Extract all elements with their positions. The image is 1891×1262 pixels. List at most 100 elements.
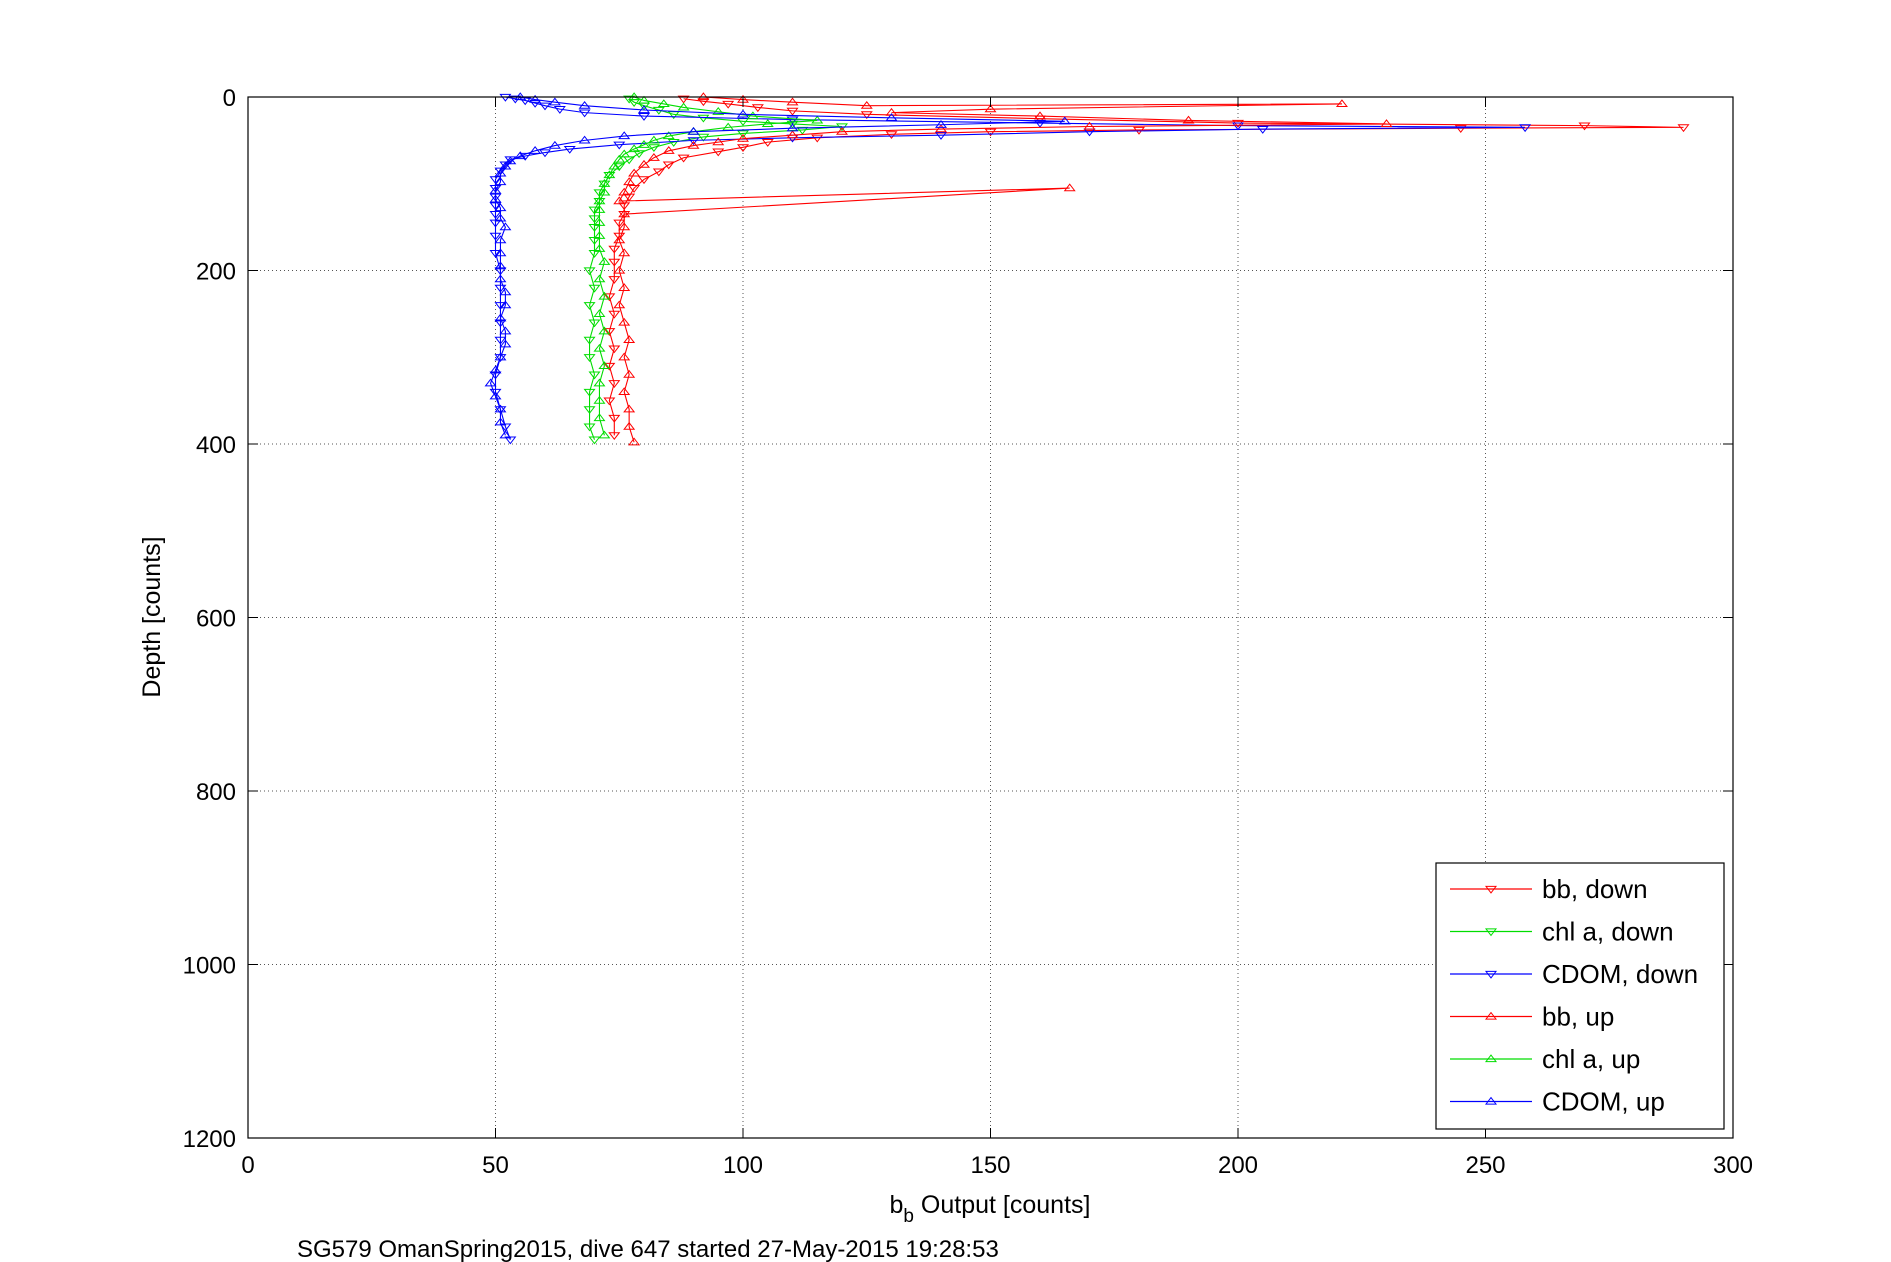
series-line bbox=[489, 96, 1065, 436]
data-point bbox=[722, 100, 735, 109]
data-point bbox=[588, 284, 601, 293]
data-point bbox=[588, 319, 601, 328]
data-point bbox=[494, 417, 507, 426]
y-tick-label: 600 bbox=[196, 606, 236, 633]
y-tick-label: 800 bbox=[196, 779, 236, 806]
data-point bbox=[613, 232, 626, 241]
data-point bbox=[687, 140, 700, 149]
series-2 bbox=[489, 93, 1532, 445]
data-point bbox=[548, 97, 561, 106]
legend-label: bb, down bbox=[1542, 874, 1648, 904]
data-point bbox=[613, 265, 626, 274]
data-point bbox=[637, 176, 651, 185]
data-point bbox=[697, 98, 710, 107]
data-point bbox=[494, 302, 507, 310]
data-point bbox=[593, 189, 606, 198]
data-point bbox=[618, 149, 631, 158]
data-point bbox=[637, 95, 651, 104]
y-axis-label: Depth [counts] bbox=[138, 536, 166, 697]
data-point bbox=[494, 313, 507, 322]
data-point bbox=[885, 107, 898, 116]
data-point bbox=[934, 132, 948, 140]
legend-label: chl a, up bbox=[1542, 1044, 1640, 1074]
legend-marker bbox=[1484, 1096, 1498, 1105]
data-point bbox=[618, 187, 631, 196]
data-point bbox=[796, 126, 809, 135]
legend-label: CDOM, up bbox=[1542, 1087, 1665, 1117]
data-point bbox=[608, 345, 621, 354]
data-point bbox=[934, 120, 948, 128]
data-point bbox=[603, 293, 616, 302]
data-point bbox=[583, 423, 596, 432]
data-point bbox=[623, 369, 636, 378]
data-point bbox=[623, 404, 636, 413]
x-tick-label: 200 bbox=[1218, 1152, 1258, 1179]
data-point bbox=[623, 335, 636, 344]
legend-box bbox=[1435, 862, 1725, 1130]
legend-marker bbox=[1484, 928, 1498, 937]
data-point bbox=[1083, 121, 1096, 130]
data-point bbox=[578, 100, 591, 109]
data-point bbox=[623, 177, 636, 186]
legend-marker bbox=[1484, 1054, 1498, 1063]
data-point bbox=[608, 258, 621, 267]
data-point bbox=[603, 170, 616, 179]
data-point bbox=[598, 291, 611, 300]
data-point bbox=[494, 406, 507, 415]
data-point bbox=[1578, 122, 1591, 131]
data-point bbox=[637, 139, 651, 148]
series-line bbox=[608, 98, 1684, 436]
data-point bbox=[593, 231, 606, 239]
data-point bbox=[578, 135, 591, 144]
data-point bbox=[598, 180, 611, 189]
data-point bbox=[598, 430, 611, 439]
data-point bbox=[593, 218, 606, 226]
data-point bbox=[494, 352, 507, 361]
data-point bbox=[697, 133, 710, 142]
data-point bbox=[489, 176, 502, 185]
data-point bbox=[613, 219, 626, 228]
data-point bbox=[489, 365, 502, 374]
data-point bbox=[667, 139, 680, 147]
data-point bbox=[494, 284, 507, 293]
data-point bbox=[1231, 119, 1245, 128]
data-point bbox=[494, 235, 507, 244]
data-point bbox=[489, 391, 502, 400]
data-point bbox=[514, 151, 527, 160]
data-point bbox=[593, 205, 606, 213]
data-point bbox=[746, 111, 759, 120]
data-point bbox=[548, 140, 561, 149]
data-point bbox=[519, 152, 532, 161]
data-point bbox=[786, 120, 799, 129]
legend-marker bbox=[1484, 885, 1498, 894]
y-tick-label: 200 bbox=[196, 259, 236, 286]
series-3 bbox=[613, 92, 1393, 446]
data-point bbox=[499, 326, 512, 335]
data-point bbox=[786, 97, 799, 106]
data-point bbox=[578, 109, 591, 118]
x-axis-label-base: b bbox=[890, 1191, 904, 1219]
axis-ticks: 0 50 100 150 200 250 300 0 200 400 600 800 1000 1200 bbox=[183, 85, 1753, 1179]
x-axis-label: bb Output [counts] bbox=[890, 1191, 1091, 1227]
x-axis-label-rest: Output [counts] bbox=[914, 1191, 1091, 1219]
data-point bbox=[736, 130, 750, 139]
data-point bbox=[1519, 124, 1532, 133]
data-point bbox=[494, 404, 507, 413]
data-point bbox=[613, 196, 626, 205]
data-point bbox=[499, 93, 512, 102]
data-point bbox=[751, 104, 764, 113]
y-tick-label: 1000 bbox=[183, 953, 236, 980]
data-point bbox=[1256, 125, 1269, 134]
data-point bbox=[628, 184, 641, 193]
data-point bbox=[598, 179, 611, 187]
data-point bbox=[593, 274, 606, 283]
x-axis-label-subscript: b bbox=[903, 1206, 914, 1227]
data-point bbox=[662, 131, 675, 140]
data-point bbox=[489, 250, 502, 258]
data-point bbox=[613, 300, 626, 309]
data-point bbox=[1063, 183, 1076, 192]
data-point bbox=[786, 130, 799, 139]
x-tick-label: 0 bbox=[241, 1152, 254, 1179]
data-point bbox=[712, 148, 725, 157]
data-point bbox=[618, 283, 631, 291]
